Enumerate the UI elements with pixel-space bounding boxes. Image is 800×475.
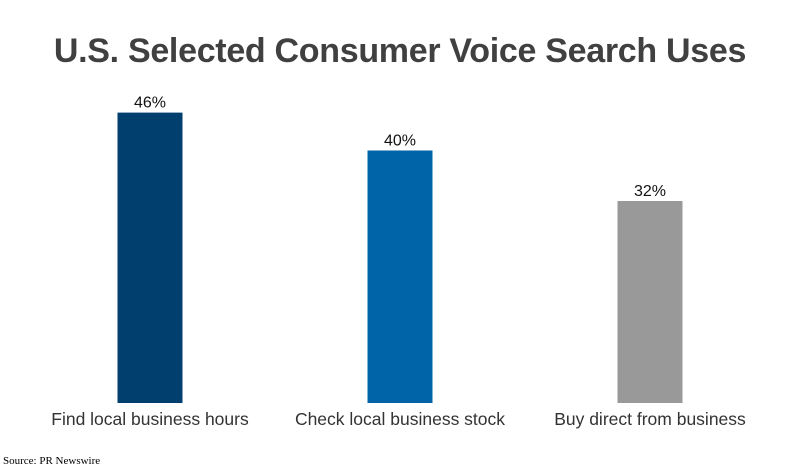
source-note: Source: PR Newswire bbox=[3, 455, 101, 467]
category-label-1: Find local business hours bbox=[51, 409, 249, 429]
bar-2 bbox=[367, 150, 433, 403]
value-label-3: 32% bbox=[634, 183, 666, 200]
value-label-1: 46% bbox=[134, 95, 166, 112]
category-label-2: Check local business stock bbox=[295, 409, 505, 429]
bar-1 bbox=[117, 112, 183, 404]
category-label-3: Buy direct from business bbox=[554, 409, 746, 429]
chart-title: U.S. Selected Consumer Voice Search Uses bbox=[53, 32, 747, 70]
value-label-2: 40% bbox=[384, 132, 416, 149]
bar-3 bbox=[617, 200, 683, 403]
